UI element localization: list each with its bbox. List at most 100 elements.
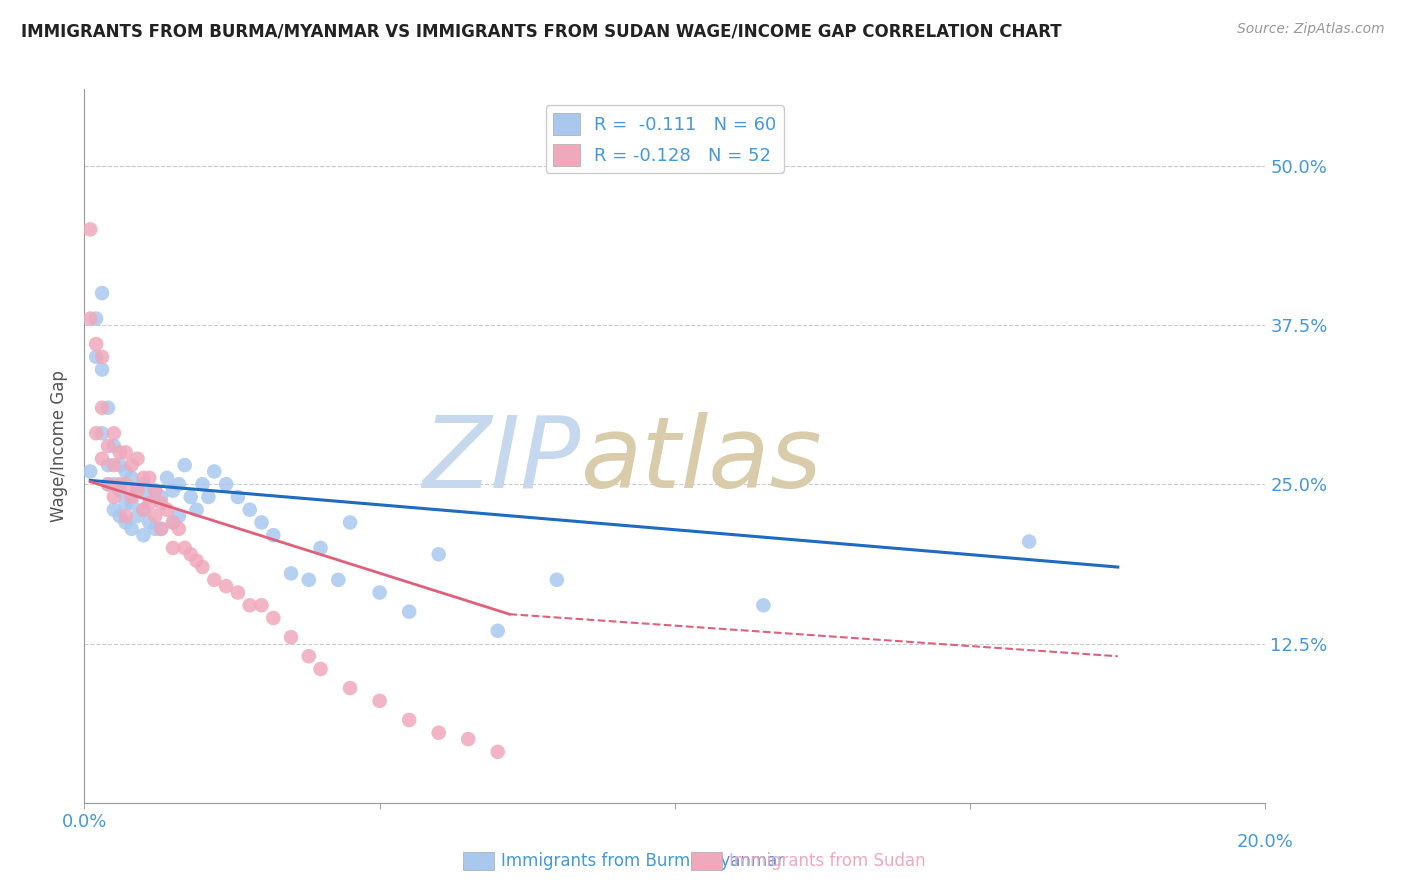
Point — [339, 516, 361, 530]
Point — [226, 490, 249, 504]
Point — [398, 713, 420, 727]
Point — [262, 611, 284, 625]
Point — [114, 477, 136, 491]
Point — [427, 547, 450, 561]
Point — [173, 458, 195, 472]
Point — [114, 509, 136, 524]
Point — [108, 458, 131, 472]
Text: 20.0%: 20.0% — [1237, 833, 1294, 851]
Point — [132, 471, 155, 485]
Point — [91, 426, 114, 441]
Point — [79, 465, 101, 479]
Point — [91, 286, 114, 301]
Point — [546, 573, 568, 587]
Point — [84, 311, 107, 326]
Point — [239, 599, 262, 613]
Text: Immigrants from Sudan: Immigrants from Sudan — [730, 852, 927, 870]
Point — [162, 541, 184, 555]
Point — [162, 516, 184, 530]
Point — [752, 599, 775, 613]
Point — [262, 528, 284, 542]
Point — [150, 490, 173, 504]
Point — [457, 732, 479, 747]
Point — [427, 725, 450, 739]
Point — [103, 458, 125, 472]
Point — [368, 585, 391, 599]
Point — [167, 477, 190, 491]
Point — [114, 496, 136, 510]
Point — [114, 516, 136, 530]
Point — [298, 649, 321, 664]
Point — [186, 554, 208, 568]
Point — [97, 439, 120, 453]
Point — [79, 311, 101, 326]
Y-axis label: Wage/Income Gap: Wage/Income Gap — [51, 370, 69, 522]
Point — [84, 426, 107, 441]
Point — [339, 681, 361, 695]
Point — [143, 522, 166, 536]
Point — [103, 426, 125, 441]
Point — [97, 458, 120, 472]
Point — [250, 599, 273, 613]
Point — [298, 573, 321, 587]
Point — [121, 522, 143, 536]
Point — [127, 451, 149, 466]
Point — [186, 502, 208, 516]
Point — [167, 522, 190, 536]
Point — [150, 496, 173, 510]
Point — [114, 445, 136, 459]
Point — [138, 496, 160, 510]
Point — [103, 502, 125, 516]
Point — [162, 516, 184, 530]
Point — [97, 477, 120, 491]
Point — [202, 573, 225, 587]
Point — [103, 439, 125, 453]
Point — [173, 541, 195, 555]
Point — [215, 477, 238, 491]
Point — [309, 541, 332, 555]
Point — [84, 350, 107, 364]
Point — [121, 496, 143, 510]
Point — [91, 350, 114, 364]
Point — [138, 490, 160, 504]
Point — [215, 579, 238, 593]
Point — [150, 522, 173, 536]
Text: ZIP: ZIP — [422, 412, 581, 508]
Point — [108, 509, 131, 524]
Point — [368, 694, 391, 708]
Point — [132, 502, 155, 516]
Point — [143, 483, 166, 498]
Point — [1018, 534, 1040, 549]
Point — [202, 465, 225, 479]
Point — [121, 471, 143, 485]
Text: Source: ZipAtlas.com: Source: ZipAtlas.com — [1237, 22, 1385, 37]
Point — [180, 490, 202, 504]
Point — [127, 509, 149, 524]
Point — [114, 465, 136, 479]
Text: atlas: atlas — [581, 412, 823, 508]
Point — [156, 502, 179, 516]
Point — [121, 490, 143, 504]
Point — [91, 401, 114, 415]
Point — [309, 662, 332, 676]
Point — [121, 458, 143, 472]
Point — [226, 585, 249, 599]
Point — [156, 471, 179, 485]
Point — [127, 483, 149, 498]
Point — [91, 362, 114, 376]
Point — [167, 509, 190, 524]
Point — [84, 337, 107, 351]
Point — [486, 745, 509, 759]
Point — [97, 477, 120, 491]
Point — [108, 445, 131, 459]
Point — [180, 547, 202, 561]
Point — [250, 516, 273, 530]
Point — [103, 477, 125, 491]
Point — [398, 605, 420, 619]
Point — [162, 483, 184, 498]
Point — [97, 401, 120, 415]
Point — [138, 516, 160, 530]
Text: IMMIGRANTS FROM BURMA/MYANMAR VS IMMIGRANTS FROM SUDAN WAGE/INCOME GAP CORRELATI: IMMIGRANTS FROM BURMA/MYANMAR VS IMMIGRA… — [21, 22, 1062, 40]
Point — [108, 483, 131, 498]
Point — [127, 483, 149, 498]
